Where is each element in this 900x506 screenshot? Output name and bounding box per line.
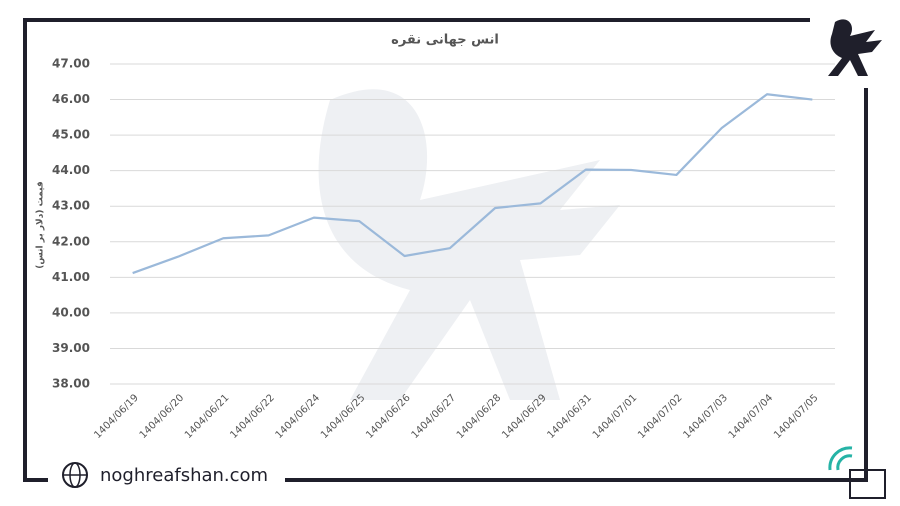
- brand-logo: [828, 19, 882, 76]
- y-tick-label: 40.00: [52, 305, 90, 319]
- y-tick-label: 46.00: [52, 92, 90, 106]
- y-tick-label: 47.00: [52, 57, 90, 71]
- website-url: noghreafshan.com: [100, 465, 268, 486]
- y-tick-label: 45.00: [52, 128, 90, 142]
- watermark: [318, 89, 620, 401]
- y-tick-label: 44.00: [52, 163, 90, 177]
- frame: [23, 18, 868, 482]
- corner-logo: [828, 446, 886, 499]
- y-tick-label: 39.00: [52, 341, 90, 355]
- footer: noghreafshan.com: [62, 462, 268, 488]
- line-series: [132, 93, 813, 275]
- y-axis-label: قیمت (دلار بر انس): [36, 181, 46, 269]
- chart-title: انس جهانی نقره: [391, 33, 499, 48]
- y-tick-label: 42.00: [52, 234, 90, 248]
- y-tick-label: 41.00: [52, 270, 90, 284]
- y-tick-label: 38.00: [52, 377, 90, 391]
- y-tick-label: 43.00: [52, 199, 90, 213]
